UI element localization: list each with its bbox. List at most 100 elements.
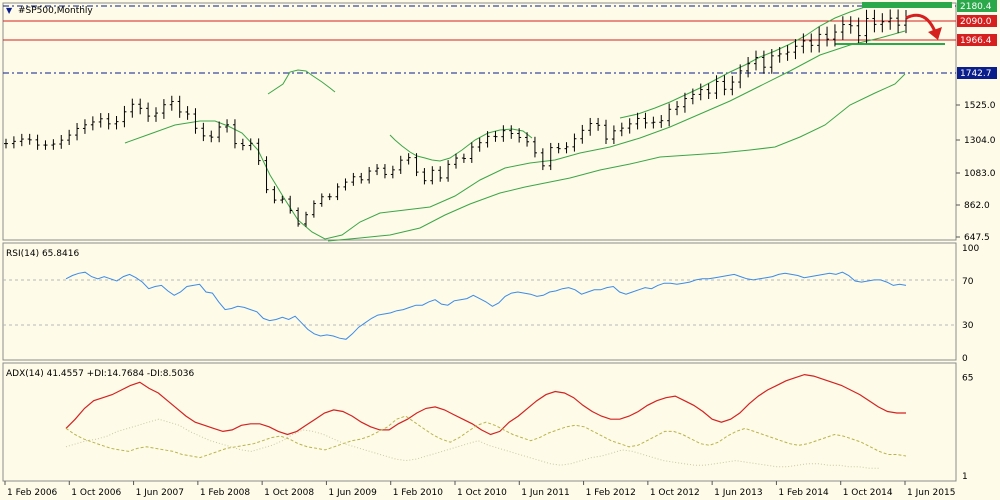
ohlc-bar xyxy=(438,166,443,182)
ohlc-bar xyxy=(509,125,514,139)
price-tag-label: 2090.0 xyxy=(960,17,992,27)
x-tick-label: 1 Jun 2011 xyxy=(521,488,569,498)
ohlc-bar xyxy=(864,9,869,44)
price-tag xyxy=(957,15,997,27)
x-tick-label: 1 Feb 2008 xyxy=(200,488,251,498)
ohlc-bar xyxy=(525,132,530,147)
ohlc-bar xyxy=(477,137,482,152)
price-tag-label: 2180.4 xyxy=(960,2,992,12)
ohlc-bar xyxy=(67,129,72,146)
ohlc-bar xyxy=(264,156,269,194)
ohlc-bar xyxy=(722,75,727,96)
y-tick-label: 647.5 xyxy=(964,233,990,243)
ohlc-bar xyxy=(414,153,419,177)
ohlc-bar xyxy=(272,186,277,204)
price-tag xyxy=(957,34,997,46)
ohlc-bar xyxy=(651,116,656,129)
y-tick-label: 1525.0 xyxy=(964,101,996,111)
ohlc-bar xyxy=(288,195,293,214)
ohlc-bar xyxy=(4,138,8,149)
price-tag-label: 1742.7 xyxy=(960,69,992,79)
ohlc-bar xyxy=(296,207,301,227)
ohlc-bar xyxy=(469,142,474,163)
ohlc-bar xyxy=(761,50,766,74)
adx-title: ADX(14) 41.4557 +DI:14.7684 -DI:8.5036 xyxy=(6,369,195,379)
price-tag-label: 1966.4 xyxy=(960,36,992,46)
menu-arrow-icon[interactable]: ▼ xyxy=(6,6,13,15)
rsi-tick-label: 70 xyxy=(962,277,974,287)
ohlc-bar xyxy=(540,148,545,171)
ohlc-bar xyxy=(217,121,222,143)
ohlc-bar xyxy=(390,165,395,179)
ohlc-bar xyxy=(690,88,695,105)
ohlc-bar xyxy=(351,172,356,186)
ohlc-bar xyxy=(138,98,143,115)
ohlc-bar xyxy=(730,75,735,96)
ohlc-bar xyxy=(90,116,95,131)
ohlc-bar xyxy=(240,138,245,151)
ohlc-bar xyxy=(106,113,111,130)
ohlc-bar xyxy=(856,17,861,44)
x-tick-label: 1 Oct 2010 xyxy=(457,488,507,498)
ohlc-bar xyxy=(485,131,490,148)
ohlc-bar xyxy=(832,24,837,47)
adx-tick-label: 1 xyxy=(962,472,968,482)
ohlc-bar xyxy=(548,142,553,171)
rsi-tick-label: 30 xyxy=(962,321,974,331)
ohlc-bar xyxy=(51,139,56,150)
ohlc-bar xyxy=(872,9,877,33)
rsi-tick-label: 100 xyxy=(962,244,979,254)
ohlc-bar xyxy=(382,164,387,179)
ohlc-bar xyxy=(256,138,261,165)
band-lower xyxy=(327,73,906,242)
ohlc-bar xyxy=(643,112,648,129)
ohlc-bar xyxy=(154,107,158,122)
ohlc-bar xyxy=(446,160,451,182)
minus-di-line xyxy=(65,418,880,469)
ohlc-bar xyxy=(667,103,672,127)
y-tick-label: 862.0 xyxy=(964,201,990,211)
ohlc-bar xyxy=(825,26,830,47)
ohlc-bar xyxy=(193,108,198,134)
rsi-line xyxy=(65,271,907,340)
ohlc-bar xyxy=(659,115,664,128)
ohlc-bar xyxy=(769,48,774,74)
ohlc-bar xyxy=(572,133,577,152)
ohlc-bar xyxy=(146,102,151,122)
x-tick-label: 1 Feb 2012 xyxy=(586,488,636,498)
x-tick-label: 1 Feb 2014 xyxy=(778,488,829,498)
ohlc-bar xyxy=(161,99,166,119)
price-tag xyxy=(957,0,997,12)
adx-panel xyxy=(2,362,957,482)
ohlc-bar xyxy=(564,142,569,154)
main-panel xyxy=(2,2,957,241)
ohlc-bar xyxy=(114,116,119,130)
ohlc-bar xyxy=(185,106,190,120)
y-tick-label: 1304.0 xyxy=(964,136,996,146)
ohlc-bar xyxy=(98,113,103,128)
ohlc-bar xyxy=(406,153,411,165)
ohlc-bar xyxy=(714,75,719,99)
ohlc-bar xyxy=(335,183,340,201)
ohlc-bar xyxy=(304,211,308,227)
ohlc-bar xyxy=(169,95,174,111)
ohlc-bar xyxy=(454,153,458,169)
ohlc-bar xyxy=(848,16,853,34)
rsi-title: RSI(14) 65.8416 xyxy=(6,249,79,259)
rsi-tick-label: 0 xyxy=(962,354,968,364)
ohlc-bar xyxy=(611,125,616,144)
ohlc-bar xyxy=(248,138,253,151)
ohlc-bar xyxy=(59,134,64,149)
ohlc-bar xyxy=(556,142,561,154)
ohlc-bar xyxy=(232,119,237,149)
ohlc-bar xyxy=(682,92,687,113)
adx-tick-label: 65 xyxy=(962,374,973,384)
ohlc-bar xyxy=(588,117,593,136)
main-title: #SP500,Monthly xyxy=(18,6,93,16)
price-tag xyxy=(957,67,997,79)
ohlc-bar xyxy=(880,13,885,33)
ohlc-bar xyxy=(35,134,40,150)
x-tick-label: 1 Feb 2010 xyxy=(393,488,444,498)
ohlc-bar xyxy=(698,83,703,101)
